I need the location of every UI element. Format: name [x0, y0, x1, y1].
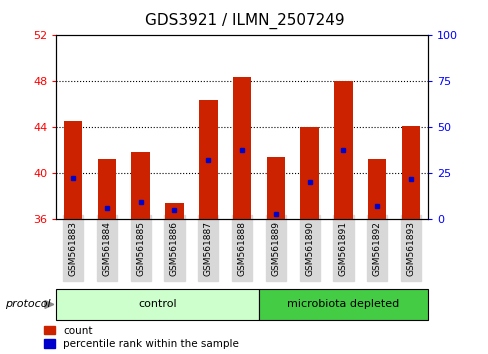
Bar — [266, 157, 285, 219]
Text: GDS3921 / ILMN_2507249: GDS3921 / ILMN_2507249 — [144, 12, 344, 29]
Text: protocol: protocol — [5, 299, 50, 309]
Bar — [165, 203, 183, 219]
Bar — [131, 152, 150, 219]
Bar — [232, 77, 251, 219]
Bar — [300, 127, 318, 219]
Bar — [401, 126, 419, 219]
Bar — [98, 159, 116, 219]
Bar — [333, 81, 352, 219]
Bar — [199, 100, 217, 219]
Legend: count, percentile rank within the sample: count, percentile rank within the sample — [44, 326, 239, 349]
Bar — [367, 159, 386, 219]
Bar — [64, 120, 82, 219]
Text: microbiota depleted: microbiota depleted — [286, 299, 399, 309]
Text: control: control — [138, 299, 177, 309]
